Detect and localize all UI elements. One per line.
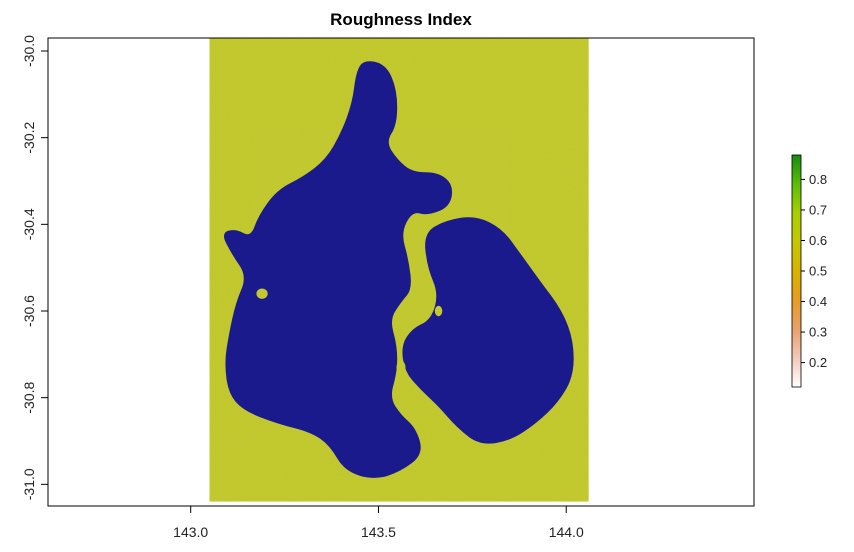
legend-tick-label: 0.8 — [809, 172, 827, 187]
x-tick-label: 143.5 — [361, 524, 396, 540]
chart-title: Roughness Index — [330, 10, 472, 29]
region-east-lobe — [402, 217, 574, 444]
legend-tick-label: 0.2 — [809, 355, 827, 370]
legend-colorbar — [791, 154, 802, 388]
y-tick-label: -30.0 — [21, 35, 37, 67]
legend-tick-label: 0.7 — [809, 202, 827, 217]
hole-1 — [396, 360, 406, 374]
plot-area — [209, 38, 589, 502]
x-axis: 143.0 143.5 144.0 — [173, 505, 584, 540]
hole-2 — [434, 305, 443, 317]
region-holes — [256, 288, 443, 374]
legend-tick-label: 0.4 — [809, 294, 827, 309]
legend-tick-label: 0.5 — [809, 264, 827, 279]
region-west-lobe — [223, 61, 453, 478]
hole-0 — [256, 288, 268, 299]
y-axis: -30.0 -30.2 -30.4 -30.6 -30.8 -31.0 — [21, 35, 49, 500]
y-tick-label: -30.6 — [21, 295, 37, 327]
x-tick-label: 144.0 — [549, 524, 584, 540]
y-tick-label: -31.0 — [21, 468, 37, 500]
color-legend: 0.2 0.3 0.4 0.5 0.6 0.7 0.8 — [791, 154, 827, 388]
y-tick-label: -30.4 — [21, 208, 37, 240]
low-roughness-regions — [223, 61, 574, 478]
legend-tick-label: 0.3 — [809, 325, 827, 340]
legend-tick-label: 0.6 — [809, 233, 827, 248]
y-tick-label: -30.2 — [21, 122, 37, 154]
x-tick-label: 143.0 — [173, 524, 208, 540]
y-tick-label: -30.8 — [21, 382, 37, 414]
